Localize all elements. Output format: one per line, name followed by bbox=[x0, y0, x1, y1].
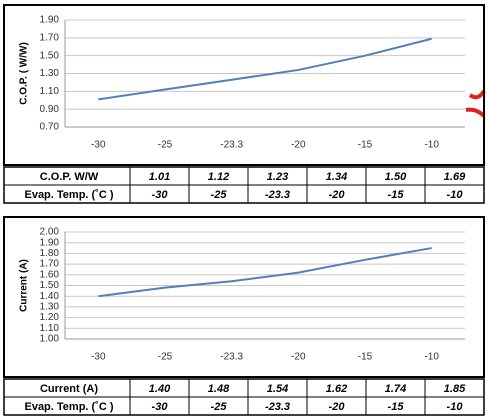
y-tick-label: 1.00 bbox=[40, 334, 60, 345]
x-tick-label: -15 bbox=[358, 140, 373, 151]
table-value: 1.54 bbox=[267, 383, 288, 395]
row-label: Evap. Temp. (˚C ) bbox=[24, 189, 113, 201]
row-label: C.O.P. W/W bbox=[40, 171, 99, 183]
table-value: 1.40 bbox=[149, 383, 171, 395]
table-value: 1.62 bbox=[326, 383, 347, 395]
y-tick-label: 0.90 bbox=[40, 104, 60, 115]
chart-frame bbox=[3, 4, 485, 166]
y-axis-label: Current (A) bbox=[19, 259, 30, 312]
table-category: -25 bbox=[211, 189, 228, 201]
x-tick-label: -30 bbox=[91, 140, 106, 151]
y-tick-label: 1.70 bbox=[40, 32, 60, 43]
row-label: Evap. Temp. (˚C ) bbox=[24, 401, 113, 413]
table-category: -20 bbox=[329, 189, 346, 201]
x-tick-label: -10 bbox=[424, 140, 439, 151]
table-category: -23.3 bbox=[265, 401, 290, 413]
row-label: Current (A) bbox=[40, 383, 98, 395]
x-tick-label: -30 bbox=[91, 352, 106, 363]
y-tick-label: 1.20 bbox=[40, 312, 60, 323]
y-tick-label: 0.70 bbox=[40, 122, 60, 133]
table-value: 1.85 bbox=[444, 383, 466, 395]
data-line bbox=[98, 247, 432, 298]
y-tick-label: 1.50 bbox=[40, 50, 60, 61]
x-tick-label: -23.3 bbox=[220, 352, 243, 363]
table-category: -25 bbox=[211, 401, 228, 413]
table-category: -15 bbox=[388, 189, 405, 201]
x-tick-label: -20 bbox=[291, 140, 306, 151]
x-tick-label: -20 bbox=[291, 352, 306, 363]
table-value: 1.74 bbox=[385, 383, 406, 395]
y-tick-label: 1.50 bbox=[40, 280, 60, 291]
x-tick-label: -15 bbox=[358, 352, 373, 363]
x-tick-label: -25 bbox=[158, 352, 173, 363]
y-tick-label: 1.10 bbox=[40, 86, 60, 97]
data-line bbox=[98, 37, 432, 101]
chart-frame bbox=[3, 216, 485, 378]
y-tick-label: 1.30 bbox=[40, 302, 60, 313]
table-category: -15 bbox=[388, 401, 405, 413]
table-value: 1.23 bbox=[267, 171, 288, 183]
table-value: 1.01 bbox=[149, 171, 170, 183]
table-category: -20 bbox=[329, 401, 346, 413]
table-value: 1.34 bbox=[326, 171, 347, 183]
table-category: -10 bbox=[447, 401, 464, 413]
table-value: 1.48 bbox=[208, 383, 230, 395]
table-category: -23.3 bbox=[265, 189, 290, 201]
y-tick-label: 2.00 bbox=[40, 227, 60, 238]
y-tick-label: 1.90 bbox=[40, 15, 60, 26]
table-category: -30 bbox=[152, 189, 169, 201]
y-tick-label: 1.80 bbox=[40, 248, 60, 259]
x-tick-label: -10 bbox=[424, 352, 439, 363]
y-tick-label: 1.30 bbox=[40, 68, 60, 79]
y-tick-label: 1.10 bbox=[40, 323, 60, 334]
table-category: -30 bbox=[152, 401, 169, 413]
x-tick-label: -23.3 bbox=[220, 140, 243, 151]
y-tick-label: 1.70 bbox=[40, 259, 60, 270]
decoration bbox=[465, 89, 486, 118]
table-value: 1.69 bbox=[444, 171, 466, 183]
table-category: -10 bbox=[447, 189, 464, 201]
y-axis-label: C.O.P. ( W/W) bbox=[19, 42, 30, 105]
x-tick-label: -25 bbox=[158, 140, 173, 151]
y-tick-label: 1.60 bbox=[40, 269, 60, 280]
y-tick-label: 1.40 bbox=[40, 291, 60, 302]
table-value: 1.50 bbox=[385, 171, 407, 183]
y-tick-label: 1.90 bbox=[40, 237, 60, 248]
table-value: 1.12 bbox=[208, 171, 229, 183]
